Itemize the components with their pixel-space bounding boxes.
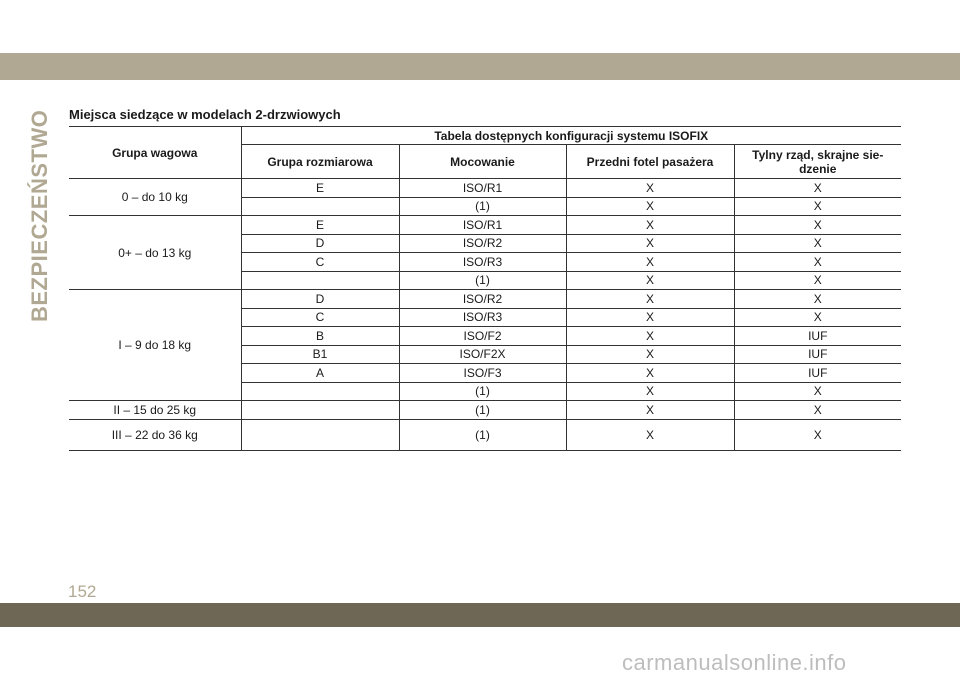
- rear-cell: X: [813, 384, 822, 399]
- front-cell: X: [566, 234, 735, 253]
- weight-cell: 0+ – do 13 kg: [69, 215, 242, 290]
- header-rear-outer-line1: Tylny rząd, skrajne sie-: [752, 147, 884, 162]
- table-row: (1) X X: [69, 271, 902, 290]
- rear-cell: X: [813, 310, 822, 325]
- rear-cell: X: [813, 402, 822, 417]
- rear-cell: X: [813, 236, 822, 251]
- table-row: B ISO/F2 X IUF: [69, 326, 902, 345]
- mount-cell: (1): [399, 271, 567, 290]
- mount-cell: ISO/R2: [399, 289, 567, 308]
- rear-cell: X: [813, 217, 822, 232]
- header-rear-outer: Tylny rząd, skrajne sie- dzenie: [734, 144, 902, 179]
- weight-cell: I – 9 do 18 kg: [69, 289, 242, 401]
- size-cell: C: [241, 252, 400, 271]
- header-isofix-config: Tabela dostępnych konfiguracji systemu I…: [241, 126, 902, 145]
- rear-cell: IUF: [808, 365, 828, 380]
- header-front-passenger: Przedni fotel pasażera: [566, 144, 735, 179]
- size-cell: [241, 271, 400, 290]
- front-cell: X: [566, 215, 735, 234]
- table-row: C ISO/R3 X X: [69, 308, 902, 327]
- header-band: [0, 53, 960, 80]
- front-cell: X: [566, 326, 735, 345]
- front-cell: X: [566, 363, 735, 382]
- watermark-text: carmanualsonline.info: [622, 650, 847, 675]
- weight-cell: II – 15 do 25 kg: [69, 400, 242, 419]
- size-cell: [241, 382, 400, 401]
- table-row: (1) X X: [69, 197, 902, 216]
- rear-cell: X: [813, 180, 822, 195]
- size-cell: E: [241, 178, 400, 197]
- mount-cell: (1): [399, 382, 567, 401]
- mount-cell: ISO/F2: [399, 326, 567, 345]
- front-cell: X: [566, 271, 735, 290]
- table-row: A ISO/F3 X IUF: [69, 363, 902, 382]
- mount-cell: (1): [399, 419, 567, 450]
- mount-cell: ISO/R3: [399, 308, 567, 327]
- mount-cell: ISO/R1: [399, 215, 567, 234]
- front-cell: X: [566, 197, 735, 216]
- header-mounting: Mocowanie: [399, 144, 567, 179]
- header-rear-outer-line2: dzenie: [799, 161, 837, 176]
- front-cell: X: [566, 400, 735, 419]
- page-number: 152: [68, 582, 97, 601]
- table-row: B1 ISO/F2X X IUF: [69, 345, 902, 364]
- rear-cell: IUF: [808, 347, 828, 362]
- mount-cell: ISO/F2X: [399, 345, 567, 364]
- size-cell: [241, 400, 400, 419]
- table-row: (1) X X: [69, 382, 902, 401]
- mount-cell: ISO/R1: [399, 178, 567, 197]
- header-size-class: Grupa rozmiarowa: [241, 144, 400, 179]
- front-cell: X: [566, 345, 735, 364]
- table-row: II – 15 do 25 kg (1) X X: [69, 400, 902, 419]
- table-row: C ISO/R3 X X: [69, 252, 902, 271]
- footer-band: [0, 603, 960, 627]
- header-weight-group: Grupa wagowa: [69, 126, 242, 179]
- mount-cell: (1): [399, 400, 567, 419]
- table-row: 0+ – do 13 kg E ISO/R1 X X: [69, 215, 902, 290]
- table-row: III – 22 do 36 kg (1) X X: [69, 419, 902, 450]
- section-tab-label: BEZPIECZEŃSTWO: [27, 109, 52, 322]
- size-cell: E: [241, 215, 400, 234]
- front-cell: X: [566, 178, 735, 197]
- size-cell: [241, 419, 400, 450]
- weight-cell: 0 – do 10 kg: [69, 178, 242, 216]
- size-cell: D: [241, 289, 400, 308]
- front-cell: X: [566, 289, 735, 308]
- front-cell: X: [566, 308, 735, 327]
- table-row: D ISO/R2 X X: [69, 234, 902, 253]
- size-cell: B: [241, 326, 400, 345]
- front-cell: X: [566, 419, 735, 450]
- rear-cell: X: [813, 427, 822, 442]
- size-cell: A: [241, 363, 400, 382]
- rear-cell: X: [813, 254, 822, 269]
- rear-cell: X: [813, 291, 822, 306]
- table-row: I – 9 do 18 kg D ISO/R2 X X: [69, 289, 902, 401]
- size-cell: B1: [241, 345, 400, 364]
- mount-cell: ISO/R2: [399, 234, 567, 253]
- front-cell: X: [566, 252, 735, 271]
- mount-cell: ISO/F3: [399, 363, 567, 382]
- size-cell: C: [241, 308, 400, 327]
- section-title: Miejsca siedzące w modelach 2-drzwiowych: [69, 107, 341, 122]
- weight-cell: III – 22 do 36 kg: [69, 419, 242, 450]
- isofix-table: Grupa wagowa Tabela dostępnych konfigura…: [69, 126, 902, 451]
- table-row: 0 – do 10 kg E ISO/R1 X X: [69, 178, 902, 216]
- size-cell: [241, 197, 400, 216]
- rear-cell: IUF: [808, 328, 828, 343]
- mount-cell: ISO/R3: [399, 252, 567, 271]
- front-cell: X: [566, 382, 735, 401]
- rear-cell: X: [813, 273, 822, 288]
- mount-cell: (1): [399, 197, 567, 216]
- size-cell: D: [241, 234, 400, 253]
- rear-cell: X: [813, 199, 822, 214]
